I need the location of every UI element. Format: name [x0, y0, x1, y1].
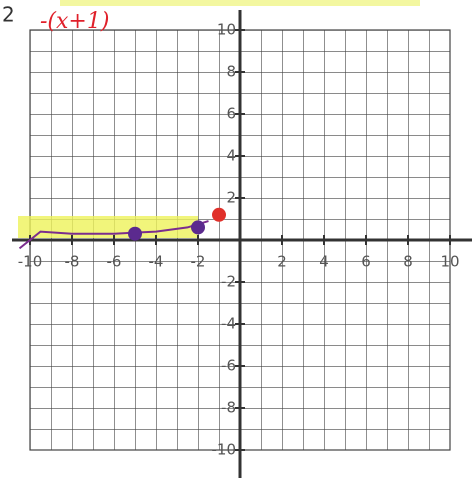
- x-tick-label: 2: [277, 253, 287, 271]
- y-tick-label: -2: [221, 273, 236, 291]
- x-tick-label: -4: [149, 253, 164, 271]
- y-tick-label: 10: [217, 21, 236, 39]
- y-tick-label: 2: [226, 189, 236, 207]
- x-tick-label: 6: [361, 253, 371, 271]
- y-tick-label: -6: [221, 357, 236, 375]
- highlight-top: [60, 0, 420, 6]
- x-tick-label: 8: [403, 253, 413, 271]
- plotted-point: [212, 208, 226, 222]
- x-tick-label: -2: [191, 253, 206, 271]
- y-tick-label: -10: [212, 441, 237, 459]
- x-tick-label: -10: [18, 253, 43, 271]
- problem-number: 2: [2, 3, 15, 27]
- y-tick-label: -8: [221, 399, 236, 417]
- y-tick-label: 8: [226, 63, 236, 81]
- worksheet: 2 -(x+1) -10 -8 -6 -4 -2 2 4 6 8 10 10 8 6 4 2 -2 -4 -6 -8…: [0, 0, 474, 486]
- plotted-point: [191, 220, 205, 234]
- x-tick-label: 4: [319, 253, 329, 271]
- function-label: -(x+1): [40, 9, 109, 34]
- y-tick-label: 6: [226, 105, 236, 123]
- x-tick-label: 10: [440, 253, 459, 271]
- x-tick-label: -6: [107, 253, 122, 271]
- plotted-point: [128, 227, 142, 241]
- y-tick-label: 4: [226, 147, 236, 165]
- y-tick-label: -4: [221, 315, 236, 333]
- x-tick-label: -8: [65, 253, 80, 271]
